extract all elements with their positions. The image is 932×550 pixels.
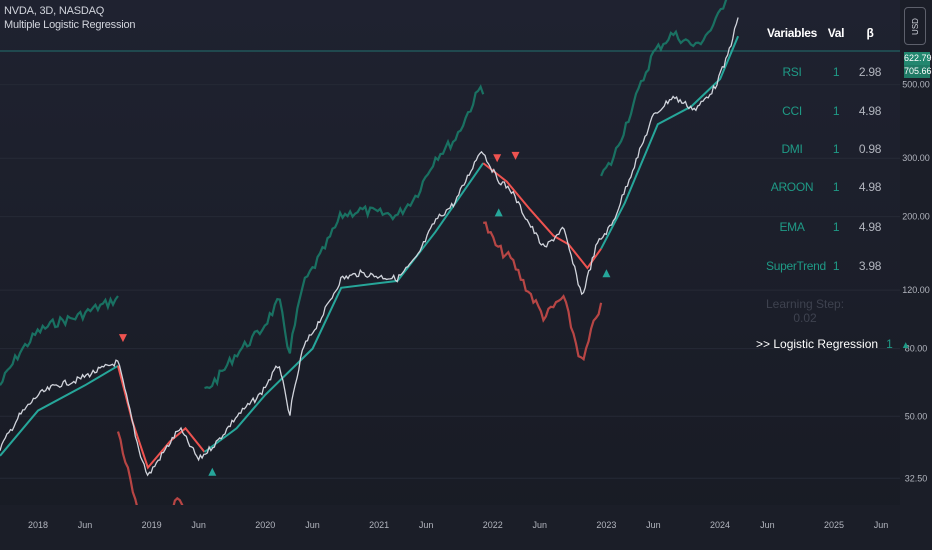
x-tick-label: 2018 bbox=[28, 520, 48, 530]
table-row: CCI 1 4.98 bbox=[766, 104, 886, 120]
x-tick-label: Jun bbox=[760, 520, 775, 530]
x-tick-label: 2019 bbox=[142, 520, 162, 530]
var-beta: 0.98 bbox=[858, 142, 882, 156]
var-val: 1 bbox=[832, 142, 840, 156]
var-name: SuperTrend bbox=[766, 259, 826, 273]
x-tick-label: 2024 bbox=[710, 520, 730, 530]
var-beta: 4.98 bbox=[858, 104, 882, 118]
table-header: Variables Val β bbox=[766, 26, 886, 42]
trend-segment-bull bbox=[600, 35, 740, 250]
table-row: AROON 1 4.98 bbox=[766, 180, 886, 196]
y-tick-label: 50.00 bbox=[905, 411, 928, 421]
table-row: RSI 1 2.98 bbox=[766, 65, 886, 81]
result-signal-icon: ▲ bbox=[900, 340, 911, 351]
signal-arrow-down-icon bbox=[493, 154, 502, 163]
symbol-line[interactable]: NVDA, 3D, NASDAQ bbox=[4, 5, 105, 17]
header-val: Val bbox=[827, 26, 845, 40]
var-name: EMA bbox=[779, 220, 805, 234]
y-tick-label: 500.00 bbox=[902, 80, 930, 90]
y-tick-label: 200.00 bbox=[902, 212, 930, 222]
x-tick-label: Jun bbox=[191, 520, 206, 530]
indicator-line[interactable]: Multiple Logistic Regression bbox=[4, 19, 136, 31]
signal-arrows bbox=[118, 151, 611, 476]
table-row: EMA 1 4.98 bbox=[766, 220, 886, 236]
y-tick-label: 300.00 bbox=[902, 153, 930, 163]
header-variables: Variables bbox=[766, 26, 817, 40]
logistic-regression-result: >> Logistic Regression 1 ▲ bbox=[756, 337, 911, 351]
currency-label: USD bbox=[910, 17, 920, 35]
y-tick-label: 80.00 bbox=[905, 344, 928, 354]
regression-band-bear bbox=[483, 221, 603, 362]
var-beta: 4.98 bbox=[858, 220, 882, 234]
grid bbox=[0, 50, 900, 479]
regression-band-bull bbox=[600, 0, 728, 177]
trend-lines bbox=[0, 35, 740, 470]
var-val: 1 bbox=[832, 180, 840, 194]
var-name: AROON bbox=[770, 180, 814, 194]
chart-legend: NVDA, 3D, NASDAQ Multiple Logistic Regre… bbox=[4, 4, 136, 32]
learning-step: Learning Step: 0.02 bbox=[765, 297, 845, 325]
x-tick-label: 2020 bbox=[255, 520, 275, 530]
y-tick-label: 32.50 bbox=[905, 473, 928, 483]
regression-band-bull bbox=[204, 84, 485, 390]
var-beta: 2.98 bbox=[858, 65, 882, 79]
trend-segment-bull bbox=[0, 364, 119, 457]
currency-button[interactable]: USD bbox=[904, 7, 926, 45]
x-tick-label: 2023 bbox=[596, 520, 616, 530]
x-tick-label: Jun bbox=[874, 520, 889, 530]
var-beta: 3.98 bbox=[858, 259, 882, 273]
x-tick-label: 2021 bbox=[369, 520, 389, 530]
signal-arrow-down-icon bbox=[118, 334, 127, 343]
y-tick-label: 120.00 bbox=[902, 285, 930, 295]
signal-arrow-up-icon bbox=[208, 467, 217, 476]
trend-segment-bear bbox=[482, 162, 602, 270]
regression-band-bull bbox=[0, 295, 119, 386]
price-tag-last: 705.66 bbox=[904, 65, 932, 78]
price-line bbox=[0, 17, 739, 477]
var-val: 1 bbox=[832, 65, 840, 79]
result-label: >> Logistic Regression bbox=[756, 337, 879, 351]
price-series bbox=[0, 17, 739, 477]
signal-arrow-up-icon bbox=[494, 208, 503, 217]
var-name: DMI bbox=[781, 142, 803, 156]
result-val: 1 bbox=[886, 337, 893, 351]
price-axis-pane bbox=[900, 0, 932, 550]
var-val: 1 bbox=[832, 220, 840, 234]
signal-arrow-up-icon bbox=[602, 269, 611, 278]
x-tick-label: Jun bbox=[533, 520, 548, 530]
var-val: 1 bbox=[832, 259, 840, 273]
time-axis-pane bbox=[0, 505, 932, 550]
var-name: RSI bbox=[782, 65, 802, 79]
signal-arrow-down-icon bbox=[511, 151, 520, 160]
var-name: CCI bbox=[782, 104, 802, 118]
trend-segment-bull bbox=[203, 162, 485, 453]
x-tick-label: 2025 bbox=[824, 520, 844, 530]
header-beta: β bbox=[866, 26, 874, 40]
x-tick-label: Jun bbox=[646, 520, 661, 530]
table-row: SuperTrend 1 3.98 bbox=[766, 259, 886, 275]
x-tick-label: Jun bbox=[305, 520, 320, 530]
x-tick-label: Jun bbox=[419, 520, 434, 530]
var-val: 1 bbox=[832, 104, 840, 118]
x-tick-label: 2022 bbox=[483, 520, 503, 530]
regression-bands bbox=[0, 0, 728, 550]
var-beta: 4.98 bbox=[858, 180, 882, 194]
price-tag-high: 622.79 bbox=[904, 52, 932, 65]
x-tick-label: Jun bbox=[78, 520, 93, 530]
table-row: DMI 1 0.98 bbox=[766, 142, 886, 158]
